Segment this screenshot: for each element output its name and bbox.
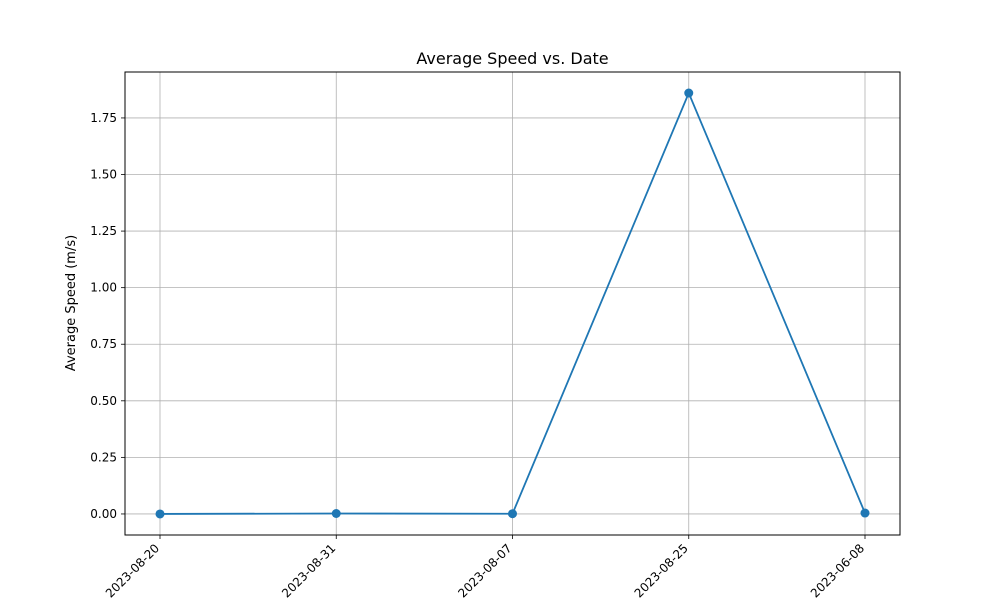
data-point — [331, 509, 341, 519]
grid — [125, 72, 900, 535]
y-tick-label: 0.25 — [90, 450, 117, 464]
y-tick-label: 1.25 — [90, 224, 117, 238]
data-point — [508, 509, 517, 519]
y-tick-label: 1.75 — [90, 111, 117, 125]
y-tick-label: 0.00 — [90, 507, 117, 521]
y-tick-label: 1.50 — [90, 168, 117, 182]
y-axis-title: Average Speed (m/s) — [64, 235, 79, 371]
y-tick-label: 0.50 — [90, 394, 117, 408]
data-point — [860, 508, 870, 518]
chart-title: Average Speed vs. Date — [416, 49, 608, 68]
data-point — [155, 509, 165, 519]
y-tick-label: 0.75 — [90, 337, 117, 351]
y-tick-label: 1.00 — [90, 281, 117, 295]
data-point — [684, 88, 694, 98]
series-layer — [155, 88, 870, 519]
